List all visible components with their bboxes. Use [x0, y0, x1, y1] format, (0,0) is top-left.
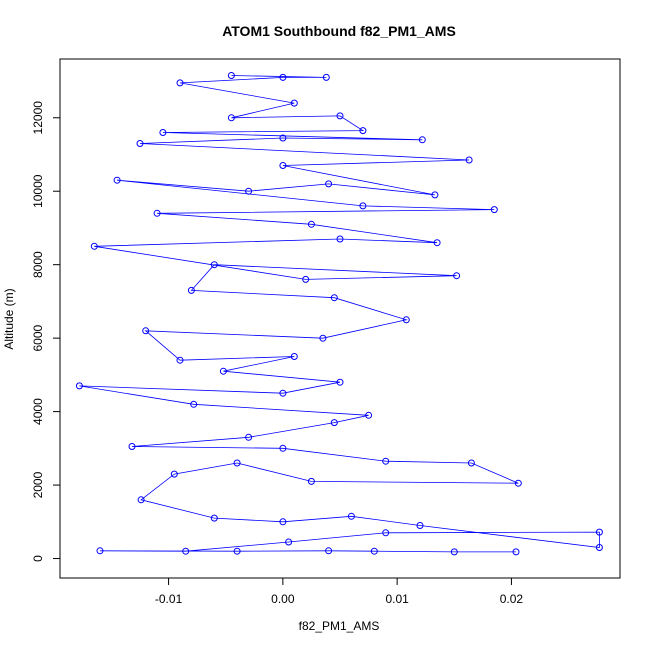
data-point — [142, 327, 150, 335]
data-point — [450, 548, 458, 556]
data-point — [336, 378, 344, 386]
data-point — [96, 547, 104, 555]
data-point — [467, 459, 475, 467]
x-tick-label: -0.01 — [155, 592, 183, 606]
data-point — [210, 514, 218, 522]
data-point — [595, 528, 603, 536]
data-point — [433, 239, 441, 247]
data-point — [245, 433, 253, 441]
data-point — [490, 206, 498, 214]
data-point — [233, 459, 241, 467]
data-point — [402, 316, 410, 324]
data-point — [290, 353, 298, 360]
data-point — [279, 134, 287, 142]
data-point — [512, 548, 520, 556]
y-tick-label: 10000 — [31, 174, 45, 208]
data-point — [279, 518, 287, 526]
data-point — [75, 382, 83, 390]
data-point — [514, 479, 522, 487]
data-point — [325, 547, 333, 555]
y-axis: 0 2000 4000 6000 8000 10000 12000 — [31, 101, 61, 562]
data-point — [190, 400, 198, 408]
data-point — [159, 129, 167, 136]
data-point — [227, 72, 235, 79]
y-tick-label: 4000 — [31, 398, 45, 425]
x-tick-label: 0.00 — [271, 592, 295, 606]
data-point — [359, 202, 367, 210]
data-point — [176, 356, 184, 364]
y-axis-label: Altitude (m) — [2, 288, 16, 349]
series-line — [79, 75, 600, 553]
data-point — [227, 114, 235, 122]
data-point — [182, 547, 190, 555]
x-tick-label: 0.02 — [500, 592, 524, 606]
data-point — [137, 496, 145, 504]
data-point — [370, 547, 378, 555]
data-point — [307, 477, 315, 485]
data-point — [382, 457, 390, 465]
data-point — [279, 73, 287, 81]
chart-title: ATOM1 Southbound f82_PM1_AMS — [222, 23, 456, 39]
data-point — [176, 79, 184, 87]
y-tick-label: 6000 — [31, 324, 45, 351]
data-point — [307, 220, 315, 228]
data-point — [359, 127, 367, 135]
x-axis: -0.01 0.00 0.01 0.02 — [155, 577, 524, 606]
data-point — [90, 242, 98, 250]
data-point — [128, 443, 136, 450]
data-point — [330, 294, 338, 302]
data-point — [336, 235, 344, 243]
data-point — [113, 176, 121, 184]
data-point — [330, 419, 338, 427]
data-point — [290, 99, 298, 107]
y-tick-label: 2000 — [31, 471, 45, 498]
data-point — [170, 470, 178, 478]
data-point — [210, 261, 218, 269]
x-tick-label: 0.01 — [385, 592, 409, 606]
data-point — [416, 522, 424, 529]
data-point — [465, 156, 473, 164]
data-point — [187, 286, 195, 294]
y-tick-label: 0 — [31, 555, 45, 562]
data-point — [595, 544, 603, 551]
data-point — [365, 411, 373, 419]
data-point — [279, 444, 287, 452]
data-point — [322, 73, 330, 81]
data-point — [285, 538, 293, 546]
data-point — [319, 334, 327, 342]
data-point — [233, 547, 241, 555]
data-point — [219, 367, 227, 375]
data-point — [325, 180, 333, 188]
y-tick-label: 8000 — [31, 251, 45, 278]
data-point — [302, 275, 310, 283]
data-point — [279, 389, 287, 397]
data-point — [347, 512, 355, 520]
y-tick-label: 12000 — [31, 101, 45, 135]
data-point — [382, 529, 390, 537]
data-point — [431, 191, 439, 199]
data-point — [153, 209, 161, 217]
data-point — [453, 272, 461, 280]
x-axis-label: f82_PM1_AMS — [299, 619, 380, 633]
data-point — [336, 112, 344, 120]
data-point — [136, 140, 144, 147]
data-point — [245, 187, 253, 195]
data-point — [279, 162, 287, 169]
data-point — [418, 136, 426, 144]
data-layer — [75, 72, 603, 556]
